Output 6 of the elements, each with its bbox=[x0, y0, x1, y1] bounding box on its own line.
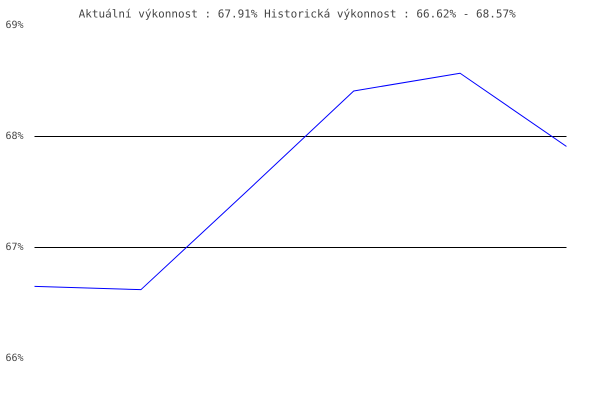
chart-title: Aktuální výkonnost : 67.91% Historická výkonnost : 66.62% - 68.57% bbox=[78, 8, 516, 20]
y-tick-label: 66% bbox=[5, 353, 24, 364]
y-tick-label: 67% bbox=[5, 242, 24, 253]
y-tick-label: 68% bbox=[5, 131, 24, 142]
y-tick-label: 69% bbox=[5, 20, 24, 31]
line-series bbox=[34, 72, 566, 290]
